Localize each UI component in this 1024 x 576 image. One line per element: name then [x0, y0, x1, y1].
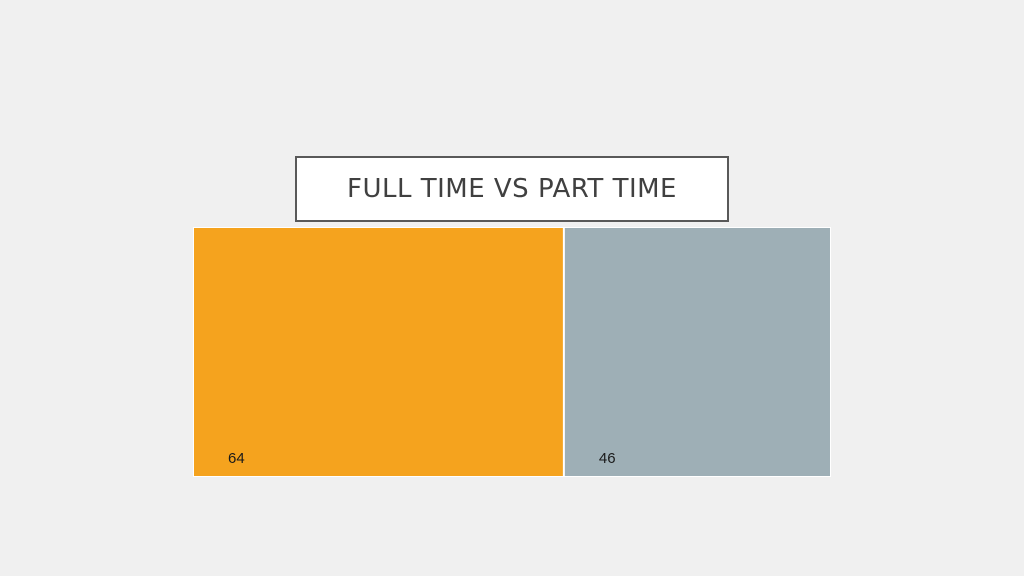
treemap-tile-label-1: 64: [228, 450, 245, 467]
treemap-chart: 64 46: [193, 227, 831, 477]
treemap-tile-1: [194, 228, 563, 476]
treemap-tile-2: [564, 228, 830, 476]
slide-title: FULL TIME VS PART TIME: [347, 174, 677, 204]
slide-title-box: FULL TIME VS PART TIME: [295, 156, 729, 222]
treemap-svg: 64 46: [194, 228, 830, 476]
treemap-tile-label-2: 46: [599, 450, 616, 467]
